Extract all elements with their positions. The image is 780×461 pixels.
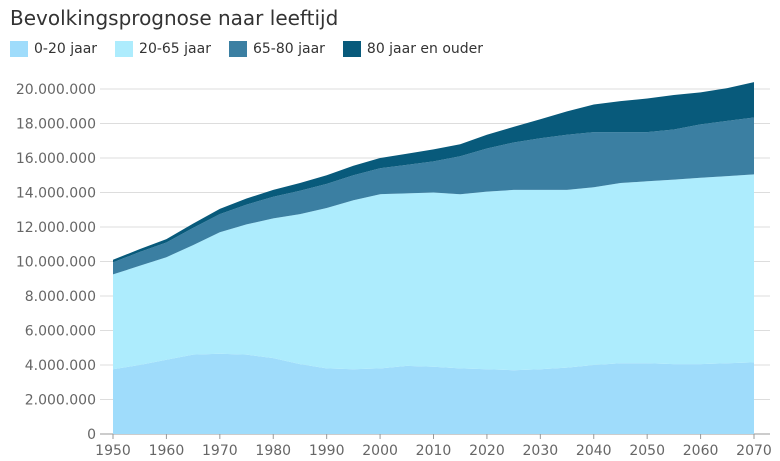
x-tick-label: 2060 bbox=[683, 443, 719, 459]
y-tick-label: 8.000.000 bbox=[25, 289, 96, 305]
x-tick-label: 2020 bbox=[469, 443, 505, 459]
legend-swatch bbox=[342, 41, 361, 57]
y-tick-label: 20.000.000 bbox=[16, 82, 96, 98]
x-tick-label: 2040 bbox=[576, 443, 612, 459]
legend-item[interactable]: 0-20 jaar bbox=[10, 41, 97, 57]
x-tick-label: 2030 bbox=[523, 443, 559, 459]
y-tick-label: 16.000.000 bbox=[16, 151, 96, 167]
area-series-2 bbox=[113, 174, 754, 371]
chart-title: Bevolkingsprognose naar leeftijd bbox=[10, 6, 339, 30]
legend-item[interactable]: 80 jaar en ouder bbox=[342, 41, 484, 57]
x-tick-label: 2070 bbox=[736, 443, 772, 459]
y-tick-label: 0 bbox=[87, 427, 96, 443]
x-tick-label: 2010 bbox=[416, 443, 452, 459]
y-tick-label: 6.000.000 bbox=[25, 324, 96, 340]
y-tick-label: 18.000.000 bbox=[16, 117, 96, 133]
legend-label: 20-65 jaar bbox=[139, 41, 211, 57]
legend-item[interactable]: 20-65 jaar bbox=[115, 41, 211, 57]
x-tick-label: 2000 bbox=[362, 443, 398, 459]
chart-legend: 0-20 jaar 20-65 jaar 65-80 jaar 80 jaar en … bbox=[10, 41, 483, 57]
x-tick-label: 1960 bbox=[149, 443, 185, 459]
x-tick-label: 2050 bbox=[629, 443, 665, 459]
legend-swatch bbox=[228, 41, 247, 57]
x-tick-label: 1950 bbox=[95, 443, 131, 459]
y-tick-label: 12.000.000 bbox=[16, 220, 96, 236]
x-tick-label: 1990 bbox=[309, 443, 345, 459]
y-tick-label: 4.000.000 bbox=[25, 358, 96, 374]
y-tick-label: 10.000.000 bbox=[16, 255, 96, 271]
legend-label: 80 jaar en ouder bbox=[366, 41, 484, 57]
legend-label: 65-80 jaar bbox=[252, 41, 325, 57]
legend-swatch bbox=[10, 41, 28, 57]
legend-item[interactable]: 65-80 jaar bbox=[228, 41, 325, 57]
x-tick-label: 1970 bbox=[202, 443, 238, 459]
y-tick-label: 2.000.000 bbox=[25, 393, 96, 409]
legend-swatch bbox=[115, 41, 134, 57]
area-series-3 bbox=[113, 117, 754, 275]
legend-label: 0-20 jaar bbox=[34, 41, 98, 57]
area-series-4 bbox=[113, 82, 754, 263]
x-tick-label: 1980 bbox=[255, 443, 291, 459]
y-tick-label: 14.000.000 bbox=[16, 186, 96, 202]
area-series-1 bbox=[113, 353, 754, 434]
